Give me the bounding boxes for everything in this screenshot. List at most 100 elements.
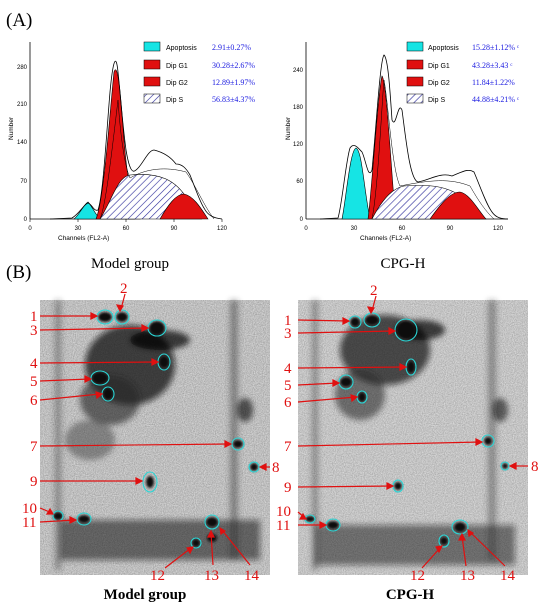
legend-swatch-dip-s bbox=[406, 93, 424, 104]
spot-label: 10 bbox=[276, 504, 291, 520]
y-tick: 120 bbox=[293, 142, 304, 148]
legend-swatch-apoptosis bbox=[406, 41, 424, 52]
x-axis-label: Channels (FL2-A) bbox=[58, 235, 109, 242]
y-tick: 0 bbox=[24, 217, 28, 223]
legend-label: Dip S bbox=[428, 97, 445, 104]
spot-label: 5 bbox=[30, 374, 38, 390]
legend: Apoptosis Dip G1 Dip G2 Dip S 2.91±0.27%… bbox=[143, 41, 255, 104]
spot-circle-12 bbox=[438, 534, 450, 548]
spot-label: 11 bbox=[276, 518, 290, 534]
spot-label: 1 bbox=[284, 313, 292, 329]
legend-label: Apoptosis bbox=[166, 45, 197, 52]
spot-label: 9 bbox=[284, 480, 292, 496]
spot-label: 7 bbox=[30, 439, 38, 455]
x-tick-labels: 0 30 60 90 120 bbox=[304, 226, 503, 232]
y-tick: 280 bbox=[17, 65, 28, 71]
spot-circle-3 bbox=[394, 318, 418, 342]
legend-label: Dip G2 bbox=[428, 80, 450, 87]
histogram-model-group: Number Channels (FL2-A) 0 70 140 210 280… bbox=[8, 41, 255, 272]
spot-label: 4 bbox=[30, 356, 38, 372]
y-tick-labels: 0 70 140 210 280 bbox=[17, 65, 28, 223]
legend-swatch-dip-g1 bbox=[143, 59, 161, 70]
y-tick: 0 bbox=[300, 217, 304, 223]
spot-label: 7 bbox=[284, 439, 292, 455]
y-tick: 240 bbox=[293, 68, 304, 74]
x-tick: 120 bbox=[217, 226, 228, 232]
spot-circle-1 bbox=[348, 315, 362, 329]
spot-label: 3 bbox=[284, 326, 292, 342]
pointer-arrows bbox=[39, 293, 270, 569]
x-tick: 30 bbox=[75, 226, 82, 232]
x-tick: 120 bbox=[493, 226, 504, 232]
gel-model-group: 1 2 3 4 5 6 7 8 9 10 11 12 13 14 Model g… bbox=[22, 281, 280, 603]
spot-label: 14 bbox=[500, 568, 516, 584]
spot-labels: 1 2 3 4 5 6 7 8 9 10 11 12 13 14 bbox=[276, 283, 539, 584]
spot-label: 1 bbox=[30, 309, 38, 325]
legend-value: 43.28±3.43 ᶜ bbox=[472, 61, 512, 70]
legend-value: 15.28±1.12% ᶜ bbox=[472, 43, 519, 52]
spot-label: 12 bbox=[150, 568, 165, 584]
x-tick-labels: 0 30 60 90 120 bbox=[28, 226, 227, 232]
spot-label: 5 bbox=[284, 378, 292, 394]
spot-label: 3 bbox=[30, 323, 38, 339]
spot-circle-9 bbox=[142, 471, 158, 493]
histogram-outline bbox=[49, 60, 223, 220]
spot-circle-13 bbox=[451, 519, 469, 535]
apoptosis-area bbox=[341, 147, 371, 220]
x-tick: 60 bbox=[399, 226, 406, 232]
x-tick: 60 bbox=[123, 226, 130, 232]
spot-label: 8 bbox=[272, 460, 280, 476]
spot-circle-2 bbox=[363, 312, 381, 328]
spot-label: 12 bbox=[410, 568, 425, 584]
histogram-outline bbox=[319, 54, 509, 220]
gel-smears bbox=[55, 300, 260, 570]
spot-label: 8 bbox=[531, 459, 539, 475]
y-tick-labels: 0 60 120 180 240 bbox=[293, 68, 304, 223]
y-tick: 180 bbox=[293, 105, 304, 111]
legend-swatch-apoptosis bbox=[143, 41, 161, 52]
spot-label: 6 bbox=[284, 395, 292, 411]
spot-label: 13 bbox=[204, 568, 219, 584]
panel-b-label: (B) bbox=[6, 262, 31, 283]
histogram-caption: Model group bbox=[91, 256, 169, 272]
dip-g2-area bbox=[429, 191, 487, 220]
legend-swatch-dip-s bbox=[143, 93, 161, 104]
legend-label: Dip G2 bbox=[166, 80, 188, 87]
spot-circle-1 bbox=[96, 309, 114, 325]
spot-labels: 1 2 3 4 5 6 7 8 9 10 11 12 13 14 bbox=[22, 281, 280, 584]
legend-swatch-dip-g2 bbox=[406, 76, 424, 87]
histogram-caption: CPG-H bbox=[380, 256, 425, 272]
spot-label: 4 bbox=[284, 361, 292, 377]
x-tick: 0 bbox=[304, 226, 308, 232]
spot-circle-2 bbox=[114, 309, 130, 325]
x-tick: 0 bbox=[28, 226, 32, 232]
gel-spots bbox=[53, 312, 258, 547]
x-tick: 30 bbox=[351, 226, 358, 232]
y-tick: 60 bbox=[296, 179, 303, 185]
y-tick: 70 bbox=[20, 179, 27, 185]
y-axis-label: Number bbox=[285, 116, 292, 140]
legend-label: Apoptosis bbox=[428, 45, 459, 52]
spot-circle-13 bbox=[204, 514, 220, 530]
spot-label: 6 bbox=[30, 393, 38, 409]
legend-label: Dip G1 bbox=[428, 63, 450, 70]
spot-label: 9 bbox=[30, 474, 38, 490]
gel-cpg-h: 1 2 3 4 5 6 7 8 9 10 11 12 13 14 CPG-H bbox=[276, 283, 539, 603]
dip-g2-area bbox=[159, 193, 209, 220]
legend-swatch-dip-g1 bbox=[406, 59, 424, 70]
x-axis-label: Channels (FL2-A) bbox=[360, 235, 411, 242]
spot-label: 11 bbox=[22, 515, 36, 531]
legend-value: 12.89±1.97% bbox=[212, 78, 255, 87]
spot-circle-12 bbox=[190, 537, 202, 549]
legend-swatch-dip-g2 bbox=[143, 76, 161, 87]
pointer-arrows bbox=[297, 295, 528, 569]
legend-value: 44.88±4.21% ᶜ bbox=[472, 95, 519, 104]
spot-circle-5 bbox=[338, 374, 354, 390]
x-tick: 90 bbox=[447, 226, 454, 232]
spot-circle-7 bbox=[481, 434, 495, 448]
panel-a-label: (A) bbox=[6, 10, 32, 31]
spot-circle-5 bbox=[90, 370, 110, 386]
y-tick: 210 bbox=[17, 102, 28, 108]
spot-label: 2 bbox=[120, 281, 128, 297]
